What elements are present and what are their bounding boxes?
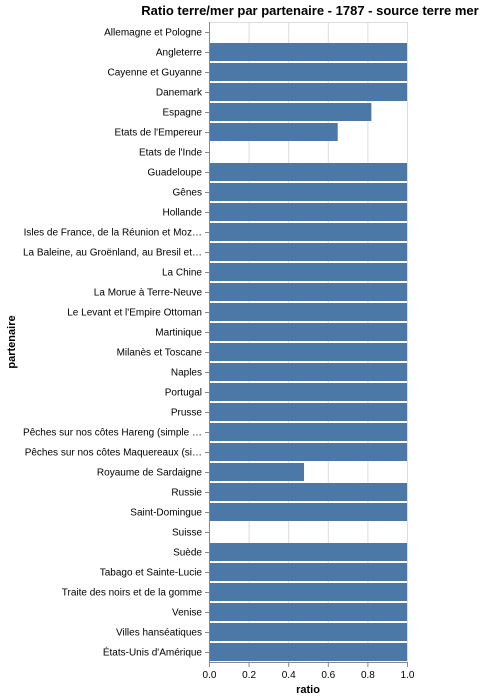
bar: [209, 83, 407, 101]
bar: [209, 223, 407, 241]
bar: [209, 183, 407, 201]
y-tick-label: Pêches sur nos côtes Maquereaux (si…: [25, 448, 202, 459]
bar: [209, 503, 407, 521]
x-tick-label: 0.2: [242, 670, 256, 681]
bar: [209, 423, 407, 441]
x-tick-label: 0.6: [321, 670, 335, 681]
bar: [209, 163, 407, 181]
bar: [209, 103, 372, 121]
y-tick-label: La Chine: [162, 268, 202, 279]
bar: [209, 623, 407, 641]
bar: [209, 243, 407, 261]
y-tick-label: Guadeloupe: [148, 168, 203, 179]
y-tick-label: Etats de l'Inde: [139, 148, 203, 159]
y-tick-label: Traite des noirs et de la gomme: [62, 588, 203, 599]
bar: [209, 583, 407, 601]
bar: [209, 123, 338, 141]
y-axis-title: partenaire: [6, 315, 18, 368]
y-tick-label: Pêches sur nos côtes Hareng (simple …: [23, 428, 202, 439]
y-tick-label: La Morue à Terre-Neuve: [94, 288, 203, 299]
y-tick-label: Saint-Domingue: [130, 508, 202, 519]
bar: [209, 283, 407, 301]
bar: [209, 443, 407, 461]
bar: [209, 363, 407, 381]
y-tick-label: Naples: [171, 368, 202, 379]
bar: [209, 203, 407, 221]
bar: [209, 263, 407, 281]
chart-title: Ratio terre/mer par partenaire - 1787 - …: [141, 3, 478, 18]
y-tick-label: Gênes: [173, 188, 202, 199]
bar: [209, 43, 407, 61]
y-tick-label: Venise: [172, 608, 202, 619]
bar: [209, 383, 407, 401]
y-tick-label: Prusse: [171, 408, 203, 419]
x-axis-title: ratio: [296, 684, 320, 696]
y-tick-label: Espagne: [163, 108, 203, 119]
x-tick-label: 0.0: [203, 670, 217, 681]
y-tick-label: Allemagne et Pologne: [104, 28, 202, 39]
y-tick-label: Portugal: [165, 388, 202, 399]
x-tick-label: 1.0: [401, 670, 415, 681]
bar: [209, 603, 407, 621]
plot-area: Allemagne et Pologne Angleterre Cayenne et…: [23, 22, 415, 681]
bar: [209, 323, 407, 341]
bar: [209, 543, 407, 561]
bar: [209, 303, 407, 321]
y-tick-label: Etats de l'Empereur: [114, 128, 202, 139]
y-tick-label: Royaume de Sardaigne: [97, 468, 203, 479]
y-tick-label: Russie: [171, 488, 202, 499]
y-tick-label: Hollande: [163, 208, 203, 219]
y-tick-label: Angleterre: [156, 48, 203, 59]
y-tick-label: Villes hanséatiques: [116, 628, 202, 639]
y-tick-label: Martinique: [155, 328, 202, 339]
y-tick-label: La Baleine, au Groënland, au Bresil et…: [23, 248, 202, 259]
bar: [209, 643, 407, 661]
y-tick-label: Danemark: [156, 88, 203, 99]
bar: [209, 483, 407, 501]
bar: [209, 563, 407, 581]
bar: [209, 343, 407, 361]
y-tick-label: Isles de France, de la Réunion et Moz…: [24, 228, 202, 239]
bar: [209, 63, 407, 81]
y-tick-label: Suisse: [172, 528, 202, 539]
y-tick-label: États-Unis d'Amérique: [103, 646, 203, 659]
y-tick-label: Cayenne et Guyanne: [107, 68, 202, 79]
bar: [209, 463, 305, 481]
y-tick-label: Tabago et Sainte-Lucie: [100, 568, 203, 579]
y-tick-label: Milanès et Toscane: [117, 348, 203, 359]
x-tick-label: 0.4: [282, 670, 296, 681]
y-tick-label: Suède: [173, 548, 202, 559]
x-tick-label: 0.8: [361, 670, 375, 681]
bar: [209, 403, 407, 421]
y-tick-label: Le Levant et l'Empire Ottoman: [67, 308, 202, 319]
